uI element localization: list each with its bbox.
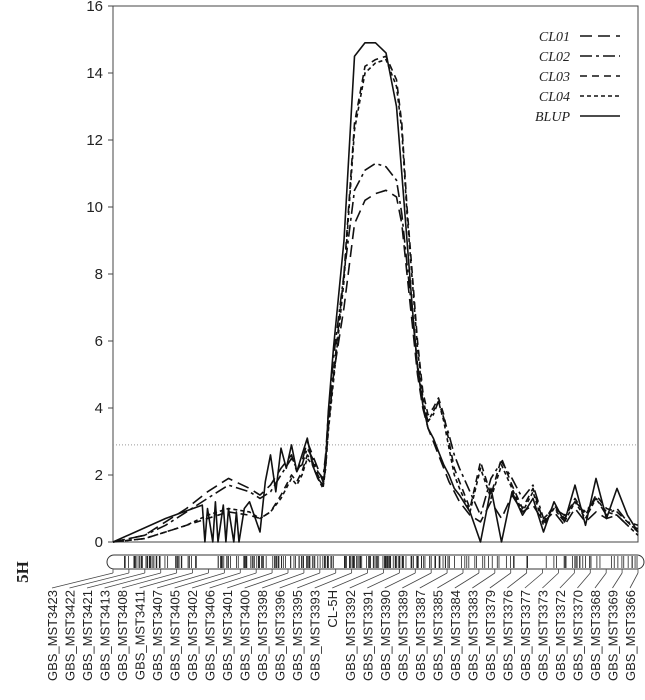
y-tick-label: 2 <box>95 467 103 484</box>
y-tick-label: 16 <box>86 0 103 15</box>
legend-label-cl04: CL04 <box>539 90 570 105</box>
marker-connector <box>156 572 209 589</box>
marker-label: GBS_MST3389 <box>395 590 410 681</box>
y-tick-label: 10 <box>86 199 103 216</box>
y-tick-label: 4 <box>95 400 103 417</box>
marker-label: GBS_MST3368 <box>588 590 603 681</box>
marker-connector <box>297 572 336 589</box>
marker-label: GBS_MST3402 <box>185 590 200 681</box>
marker-label: GBS_MST3369 <box>605 590 620 681</box>
marker-connector <box>192 572 241 589</box>
y-tick-label: 14 <box>86 65 103 82</box>
marker-connector <box>367 572 400 589</box>
marker-connector <box>121 572 177 589</box>
series-layer <box>112 41 639 543</box>
marker-label: GBS_MST3407 <box>150 590 165 681</box>
marker-connector <box>104 572 161 589</box>
legend-label-cl03: CL03 <box>539 70 570 85</box>
marker-label: CL-5H <box>325 590 340 628</box>
marker-label: GBS_MST3379 <box>483 590 498 681</box>
marker-label: GBS_MST3372 <box>553 590 568 681</box>
series-line-cl01 <box>112 189 639 543</box>
plot-area <box>112 5 639 543</box>
marker-connector <box>472 572 496 589</box>
marker-connector <box>454 572 480 589</box>
marker-label: GBS_MST3376 <box>500 590 515 681</box>
series-line-cl03 <box>112 55 639 543</box>
marker-label: GBS_MST3423 <box>45 590 60 681</box>
marker-label: GBS_MST3406 <box>203 590 218 681</box>
y-tick-label: 0 <box>95 534 103 551</box>
marker-connector <box>419 572 448 589</box>
legend-label-blup: BLUP <box>535 110 570 125</box>
marker-connector <box>244 572 289 589</box>
marker-label: GBS_MST3377 <box>518 590 533 681</box>
marker-label: GBS_MST3383 <box>465 590 480 681</box>
marker-label: GBS_MST3395 <box>290 590 305 681</box>
marker-label: GBS_MST3398 <box>255 590 270 681</box>
marker-connector <box>209 572 257 589</box>
marker-label: GBS_MST3421 <box>80 590 95 681</box>
marker-connector <box>384 572 416 589</box>
marker-label: GBS_MST3396 <box>273 590 288 681</box>
marker-label: GBS_MST3405 <box>168 590 183 681</box>
marker-connector <box>402 572 432 589</box>
marker-connector <box>489 572 511 589</box>
chromosome-label: 5H <box>13 561 32 583</box>
marker-connector <box>437 572 464 589</box>
marker-label: GBS_MST3384 <box>448 590 463 681</box>
y-tick-label: 8 <box>95 266 103 283</box>
marker-label: GBS_MST3370 <box>570 590 585 681</box>
legend-label-cl02: CL02 <box>539 50 570 65</box>
y-tick-label: 12 <box>86 132 103 149</box>
marker-connector <box>559 572 575 589</box>
marker-connector <box>577 572 591 589</box>
marker-label: GBS_MST3392 <box>343 590 358 681</box>
marker-label: GBS_MST3408 <box>115 590 130 681</box>
marker-connector <box>174 572 225 589</box>
marker-label: GBS_MST3400 <box>238 590 253 681</box>
marker-label: GBS_MST3413 <box>98 590 113 681</box>
marker-label: GBS_MST3401 <box>220 590 235 681</box>
chromosome-bar: 5H <box>13 554 645 583</box>
series-line-blup <box>112 41 639 543</box>
marker-label: GBS_MST3385 <box>430 590 445 681</box>
plot-frame <box>112 5 639 543</box>
marker-connector <box>612 572 623 589</box>
marker-connector <box>349 572 384 589</box>
marker-connector <box>524 572 543 589</box>
marker-labels: GBS_MST3423 GBS_MST3422 GBS_MST3421 GBS_MST… <box>45 569 639 681</box>
marker-connector <box>594 572 607 589</box>
marker-connector <box>542 572 559 589</box>
y-tick-label: 6 <box>95 333 103 350</box>
series-line-cl02 <box>112 162 639 543</box>
chromosome-outline <box>106 554 645 570</box>
marker-connector <box>507 572 527 589</box>
marker-connector <box>86 572 145 589</box>
marker-label: GBS_MST3422 <box>63 590 78 681</box>
y-axis: 0 2 4 6 8 10 12 14 16 <box>86 0 113 551</box>
series-line-cl04 <box>112 58 639 543</box>
legend: CL01 CL02 CL03 CL04 BLUP <box>535 30 620 125</box>
marker-label: GBS_MST3390 <box>378 590 393 681</box>
marker-connector <box>629 572 639 589</box>
marker-label: GBS_MST3366 <box>623 590 638 681</box>
marker-label: GBS_MST3393 <box>308 590 323 681</box>
marker-label: GBS_MST3391 <box>360 590 375 681</box>
marker-label: GBS_MST3411 <box>133 590 148 680</box>
marker-connector <box>332 572 368 589</box>
marker-connector <box>139 572 193 589</box>
marker-connector <box>227 572 273 589</box>
marker-label: GBS_MST3373 <box>535 590 550 681</box>
marker-connector <box>69 572 130 589</box>
marker-connector <box>262 572 305 589</box>
marker-connector <box>51 572 114 589</box>
marker-label: GBS_MST3387 <box>413 590 428 681</box>
marker-connector <box>314 572 352 589</box>
marker-connector <box>279 572 320 589</box>
legend-label-cl01: CL01 <box>539 30 570 45</box>
